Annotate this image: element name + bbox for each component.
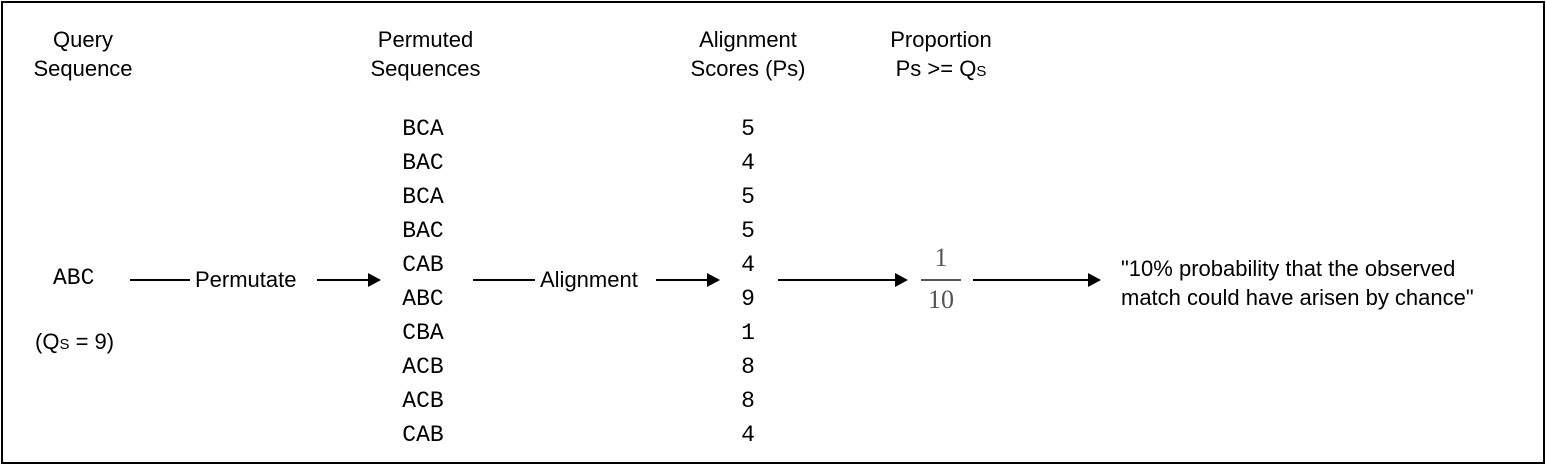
alignment-scores-header: Alignment Scores (Ps) [673,25,823,83]
alignment-score: 8 [741,388,755,414]
alignment-score: 1 [741,320,755,346]
alignment-score: 4 [741,150,755,176]
result-statement: "10% probability that the observed match… [1121,254,1474,312]
header-line: Permuted [377,27,474,52]
arrow-right-icon [317,273,381,287]
fraction-denominator: 10 [928,285,954,314]
header-line: Sequences [370,56,481,81]
permuted-sequence: ABC [402,286,444,312]
alignment-score: 9 [741,286,755,312]
permuted-sequence: BCA [402,184,444,210]
proportion-fraction: 1 10 [921,243,961,315]
header-line: Query [53,27,113,52]
permuted-sequence: CAB [402,422,444,448]
alignment-score: 5 [741,218,755,244]
permuted-sequence: BCA [402,116,444,142]
alignment-score: 8 [741,354,755,380]
alignment-scores-list: 5 4 5 5 4 9 1 8 8 4 [728,112,768,452]
permuted-sequence: BAC [402,150,444,176]
query-sequence-header: Query Sequence [23,25,143,83]
proportion-condition: Ps >= Q [895,56,977,81]
header-line: Scores (Ps) [690,56,806,81]
permuted-sequence: CBA [402,320,444,346]
header-line: Ps >= QS [871,54,1011,86]
permuted-sequence: CAB [402,252,444,278]
header-line: Proportion [890,27,992,52]
permuted-sequences-list: BCA BAC BCA BAC CAB ABC CBA ACB ACB CAB [383,112,463,452]
result-line: "10% probability that the observed [1121,256,1456,281]
fraction-bar [921,279,961,281]
arrow-line [130,273,190,287]
query-score: (QS = 9) [35,329,114,355]
permuted-sequence: ACB [402,388,444,414]
arrow-right-icon [778,273,908,287]
header-line: Sequence [33,56,133,81]
result-line: match could have arisen by chance" [1121,285,1474,310]
alignment-score: 5 [741,184,755,210]
alignment-score: 4 [741,252,755,278]
query-sequence: ABC [53,265,95,291]
permuted-sequences-header: Permuted Sequences [353,25,498,83]
fraction-numerator: 1 [934,243,948,272]
alignment-score: 4 [741,422,755,448]
arrow-right-icon [656,273,720,287]
subscript: S [976,63,987,80]
arrow-line [473,273,535,287]
alignment-label: Alignment [540,267,638,292]
header-line: Alignment [699,27,797,52]
query-score-suffix: = 9) [69,329,115,354]
subscript: S [59,336,70,353]
permuted-sequence: ACB [402,354,444,380]
query-score-prefix: (Q [35,329,60,354]
proportion-header: Proportion Ps >= QS [871,25,1011,86]
permuted-sequence: BAC [402,218,444,244]
alignment-score: 5 [741,116,755,142]
arrow-right-icon [973,273,1101,287]
permutate-label: Permutate [195,267,297,292]
